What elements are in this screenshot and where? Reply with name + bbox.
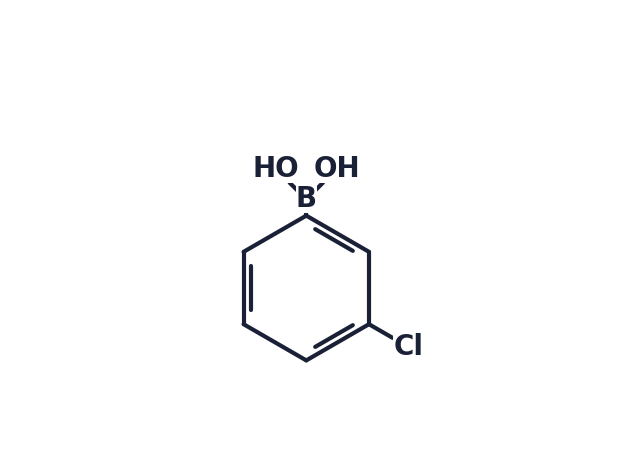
Text: Cl: Cl [393, 333, 423, 361]
Text: B: B [296, 185, 317, 213]
Text: HO: HO [252, 155, 299, 183]
Text: OH: OH [314, 155, 360, 183]
